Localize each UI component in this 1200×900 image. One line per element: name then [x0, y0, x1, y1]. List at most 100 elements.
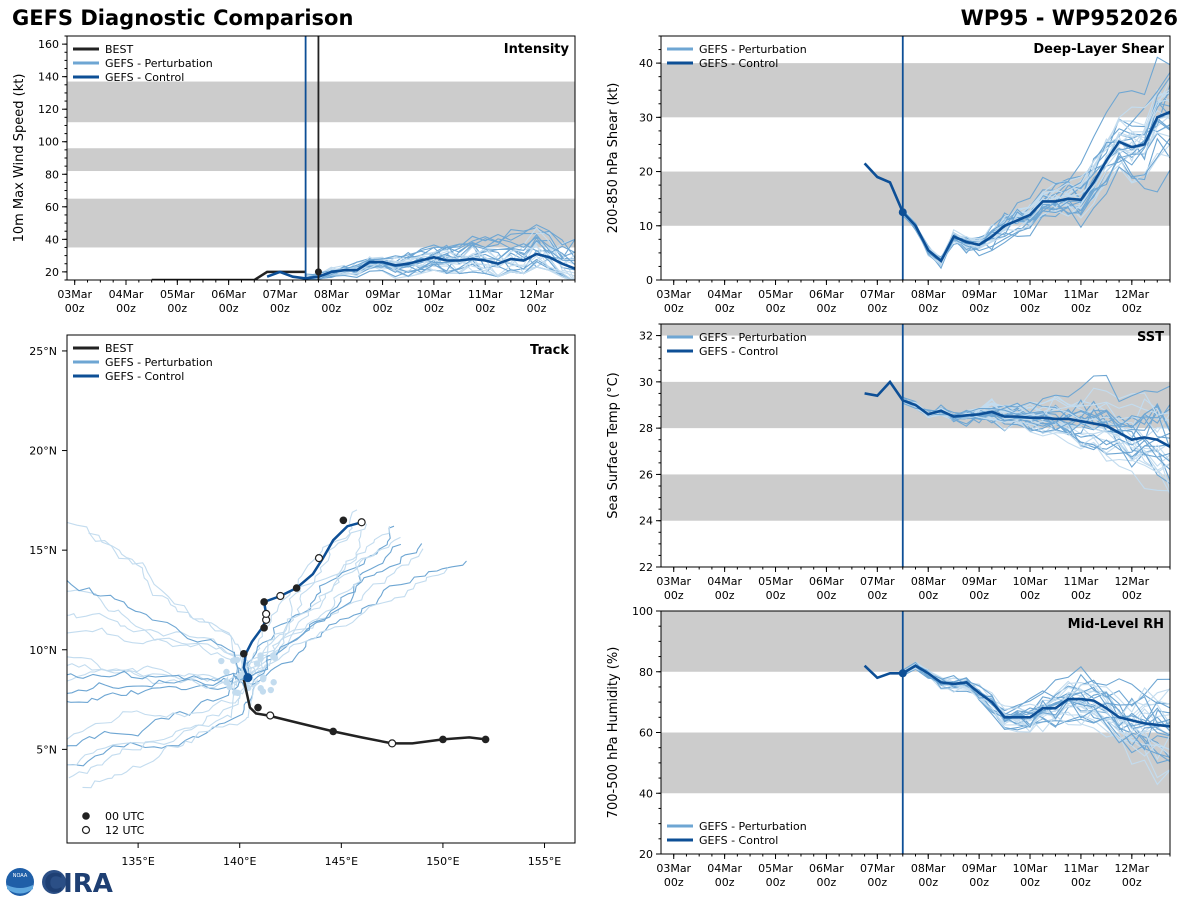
x-tick-label-hour: 00z	[969, 876, 989, 889]
y-tick-label: 40	[639, 787, 653, 800]
perturbation-line	[305, 236, 575, 280]
x-tick-label: 03Mar	[57, 288, 92, 301]
y-tick-label: 160	[38, 38, 59, 51]
x-tick-label-hour: 00z	[475, 302, 495, 315]
legend-00utc-label: 00 UTC	[105, 810, 145, 823]
control-line	[863, 664, 1170, 728]
legend-label: GEFS - Control	[699, 834, 778, 847]
y-tick-label: 80	[639, 666, 653, 679]
x-tick-label: 10Mar	[1013, 862, 1048, 875]
x-tick-label: 08Mar	[911, 288, 946, 301]
x-tick-label-hour: 00z	[167, 302, 187, 315]
legend-label: GEFS - Perturbation	[699, 43, 807, 56]
init-marker	[898, 208, 907, 217]
x-tick-label: 04Mar	[707, 575, 742, 588]
y-tick-label: 15°N	[29, 544, 57, 557]
x-tick-label: 06Mar	[809, 288, 844, 301]
y-tick-label: 10°N	[29, 644, 57, 657]
x-tick-label-hour: 00z	[766, 876, 786, 889]
x-tick-label-hour: 00z	[715, 589, 735, 602]
y-tick-label: 24	[639, 515, 653, 528]
threshold-band	[661, 474, 1170, 521]
x-tick-label-hour: 00z	[321, 302, 341, 315]
x-tick-label-hour: 00z	[867, 876, 887, 889]
perturbation-track	[241, 536, 401, 677]
ensemble-position-dot	[267, 686, 275, 694]
y-tick-label: 20	[639, 166, 653, 179]
y-tick-label: 30	[639, 111, 653, 124]
perturbation-track	[82, 679, 258, 789]
x-tick-label-hour: 00z	[918, 589, 938, 602]
best-12utc-point	[388, 739, 397, 748]
panel-title: Mid-Level RH	[1068, 617, 1164, 632]
ensemble-position-dot	[218, 657, 225, 665]
x-tick-label-hour: 00z	[65, 302, 85, 315]
x-tick-label: 04Mar	[707, 288, 742, 301]
x-tick-label: 150°E	[426, 855, 459, 868]
ensemble-position-dot	[259, 688, 267, 695]
x-tick-label: 05Mar	[160, 288, 195, 301]
x-tick-label: 12Mar	[1114, 575, 1149, 588]
x-tick-label-hour: 00z	[969, 302, 989, 315]
x-tick-label: 135°E	[121, 855, 154, 868]
x-tick-label-hour: 00z	[1020, 876, 1040, 889]
track-chart: 135°E 140°E 145°E 150°E 155°E 5°N 10°N 15°N 20°N…	[29, 334, 576, 868]
x-tick-label-hour: 00z	[817, 876, 837, 889]
y-tick-label: 20	[639, 848, 653, 861]
perturbation-track	[68, 673, 249, 779]
perturbation-track	[67, 672, 243, 694]
x-tick-label: 155°E	[528, 855, 561, 868]
x-tick-label: 06Mar	[211, 288, 246, 301]
perturbation-track	[67, 678, 239, 766]
threshold-band	[661, 732, 1170, 794]
cira-text: CIRA	[44, 869, 113, 899]
x-tick-label-hour: 00z	[424, 302, 444, 315]
perturbation-track	[67, 656, 238, 688]
perturbation-track	[241, 567, 449, 681]
perturbation-line	[902, 667, 1170, 732]
x-tick-label: 12Mar	[1114, 288, 1149, 301]
y-tick-label: 100	[38, 136, 59, 149]
y-tick-label: 60	[45, 201, 59, 214]
perturbation-track	[67, 521, 243, 682]
shear-plot-area	[661, 56, 1170, 270]
x-tick-label-hour: 00z	[664, 302, 684, 315]
x-tick-label: 09Mar	[365, 288, 400, 301]
best-00utc-point	[481, 735, 490, 744]
best-00utc-point	[439, 735, 447, 744]
x-tick-label-hour: 00z	[373, 302, 393, 315]
x-tick-label: 05Mar	[758, 288, 793, 301]
control-12utc-point	[314, 554, 324, 563]
track-plot-area	[67, 509, 490, 789]
ensemble-position-dot	[226, 683, 233, 691]
legend-12utc-marker	[81, 825, 91, 835]
best-12utc-point	[266, 711, 275, 720]
x-tick-label: 04Mar	[109, 288, 144, 301]
x-tick-label: 06Mar	[809, 862, 844, 875]
y-tick-label: 80	[45, 168, 59, 181]
x-tick-label: 06Mar	[809, 575, 844, 588]
y-axis-label: 10m Max Wind Speed (kt)	[12, 74, 27, 243]
best-point	[314, 268, 322, 276]
threshold-band	[661, 63, 1170, 118]
legend-label: GEFS - Perturbation	[699, 820, 807, 833]
x-tick-label: 05Mar	[758, 862, 793, 875]
y-tick-label: 140	[38, 71, 59, 84]
x-tick-label-hour: 00z	[1071, 589, 1091, 602]
control-line	[863, 110, 1170, 264]
y-axis-label: Sea Surface Temp (°C)	[606, 372, 621, 519]
y-tick-label: 0	[646, 274, 653, 287]
control-line	[864, 379, 1170, 448]
intensity-plot-area	[67, 81, 575, 280]
perturbation-track	[67, 670, 245, 682]
x-tick-label: 09Mar	[962, 288, 997, 301]
x-tick-label: 07Mar	[860, 862, 895, 875]
perturbation-track	[67, 612, 257, 675]
x-tick-label-hour: 00z	[817, 302, 837, 315]
x-tick-label-hour: 00z	[664, 876, 684, 889]
x-tick-label: 09Mar	[962, 575, 997, 588]
ensemble-position-dot	[253, 660, 261, 667]
x-tick-label-hour: 00z	[817, 589, 837, 602]
legend-label: GEFS - Control	[699, 345, 778, 358]
perturbation-line	[902, 402, 1170, 439]
